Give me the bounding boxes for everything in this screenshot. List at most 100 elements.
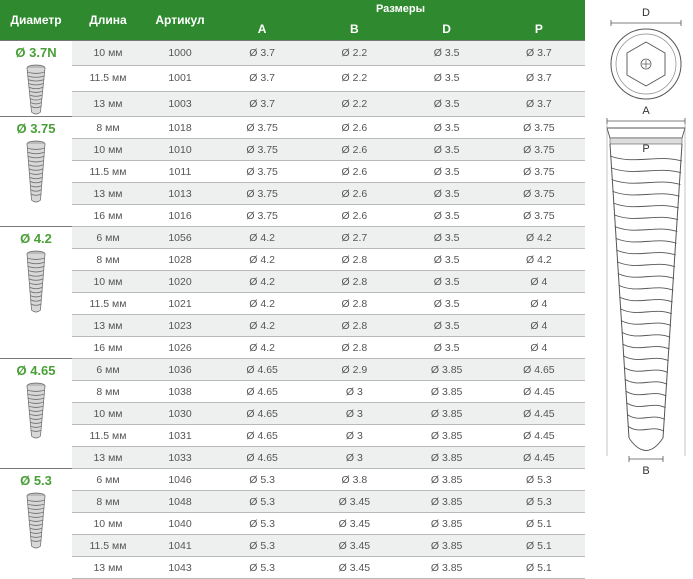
cell-article: 1033 (144, 447, 216, 469)
spec-table: Диаметр Длина Артикул Размеры A B D P Ø … (0, 0, 585, 579)
cell-A: Ø 3.75 (216, 117, 308, 139)
cell-article: 1031 (144, 425, 216, 447)
cell-B: Ø 3.45 (308, 491, 400, 513)
table-row: Ø 3.75 8 мм1018Ø 3.75Ø 2.6Ø 3.5Ø 3.75 (0, 117, 585, 139)
cell-P: Ø 4 (493, 293, 585, 315)
cell-D: Ø 3.5 (401, 205, 493, 227)
cell-article: 1003 (144, 91, 216, 116)
cell-length: 10 мм (72, 271, 144, 293)
table-row: 13 мм1023Ø 4.2Ø 2.8Ø 3.5Ø 4 (0, 315, 585, 337)
cell-B: Ø 3.45 (308, 557, 400, 579)
cell-P: Ø 3.7 (493, 41, 585, 66)
cell-A: Ø 3.7 (216, 66, 308, 91)
cell-D: Ø 3.5 (401, 183, 493, 205)
header-article: Артикул (144, 0, 216, 41)
table-row: 8 мм1038Ø 4.65Ø 3Ø 3.85Ø 4.45 (0, 381, 585, 403)
table-row: 13 мм1003Ø 3.7Ø 2.2Ø 3.5Ø 3.7 (0, 91, 585, 116)
table-row: 11.5 мм1031Ø 4.65Ø 3Ø 3.85Ø 4.45 (0, 425, 585, 447)
cell-P: Ø 3.75 (493, 117, 585, 139)
cell-P: Ø 4.2 (493, 227, 585, 249)
table-row: 16 мм1016Ø 3.75Ø 2.6Ø 3.5Ø 3.75 (0, 205, 585, 227)
cell-length: 8 мм (72, 117, 144, 139)
header-P: P (493, 18, 585, 41)
cell-P: Ø 3.75 (493, 161, 585, 183)
cell-A: Ø 3.7 (216, 91, 308, 116)
cell-B: Ø 3 (308, 403, 400, 425)
cell-P: Ø 4.65 (493, 359, 585, 381)
cell-B: Ø 2.7 (308, 227, 400, 249)
diameter-cell: Ø 5.3 (0, 469, 72, 579)
cell-D: Ø 3.5 (401, 293, 493, 315)
cell-B: Ø 2.6 (308, 161, 400, 183)
cell-article: 1023 (144, 315, 216, 337)
implant-icon (0, 64, 72, 116)
cell-B: Ø 2.6 (308, 205, 400, 227)
dimension-diagram: D A P (585, 0, 693, 579)
diagram-label-P: P (642, 143, 649, 155)
table-row: 10 мм1040Ø 5.3Ø 3.45Ø 3.85Ø 5.1 (0, 513, 585, 535)
table-row: 16 мм1026Ø 4.2Ø 2.8Ø 3.5Ø 4 (0, 337, 585, 359)
table-row: 10 мм1030Ø 4.65Ø 3Ø 3.85Ø 4.45 (0, 403, 585, 425)
cell-D: Ø 3.85 (401, 403, 493, 425)
cell-length: 11.5 мм (72, 293, 144, 315)
header-B: B (308, 18, 400, 41)
cell-length: 8 мм (72, 381, 144, 403)
cell-length: 13 мм (72, 557, 144, 579)
diameter-label: Ø 5.3 (0, 473, 72, 488)
table-row: Ø 5.3 6 мм1046Ø 5.3Ø 3.8Ø 3.85Ø 5.3 (0, 469, 585, 491)
cell-A: Ø 4.65 (216, 381, 308, 403)
cell-B: Ø 2.2 (308, 91, 400, 116)
diagram-label-A: A (642, 105, 650, 117)
cell-B: Ø 2.8 (308, 293, 400, 315)
cell-D: Ø 3.5 (401, 139, 493, 161)
table-row: Ø 4.2 6 мм1056Ø 4.2Ø 2.7Ø 3.5Ø 4.2 (0, 227, 585, 249)
cell-D: Ø 3.85 (401, 425, 493, 447)
table-row: 11.5 мм1001Ø 3.7Ø 2.2Ø 3.5Ø 3.7 (0, 66, 585, 91)
cell-length: 11.5 мм (72, 425, 144, 447)
cell-article: 1021 (144, 293, 216, 315)
cell-B: Ø 2.6 (308, 117, 400, 139)
diameter-cell: Ø 4.2 (0, 227, 72, 359)
cell-length: 10 мм (72, 403, 144, 425)
cell-length: 11.5 мм (72, 161, 144, 183)
cell-length: 11.5 мм (72, 535, 144, 557)
cell-D: Ø 3.85 (401, 557, 493, 579)
diameter-label: Ø 3.75 (0, 121, 72, 136)
cell-A: Ø 4.2 (216, 337, 308, 359)
implant-icon (0, 250, 72, 314)
cell-A: Ø 3.75 (216, 139, 308, 161)
cell-A: Ø 4.65 (216, 447, 308, 469)
cell-article: 1038 (144, 381, 216, 403)
cell-A: Ø 4.2 (216, 227, 308, 249)
cell-A: Ø 3.7 (216, 41, 308, 66)
implant-icon (0, 382, 72, 440)
table-row: 11.5 мм1011Ø 3.75Ø 2.6Ø 3.5Ø 3.75 (0, 161, 585, 183)
cell-B: Ø 2.9 (308, 359, 400, 381)
spec-table-container: Диаметр Длина Артикул Размеры A B D P Ø … (0, 0, 585, 579)
cell-length: 8 мм (72, 491, 144, 513)
implant-icon (0, 492, 72, 550)
cell-P: Ø 3.7 (493, 66, 585, 91)
cell-article: 1043 (144, 557, 216, 579)
cell-length: 16 мм (72, 337, 144, 359)
cell-D: Ø 3.5 (401, 227, 493, 249)
cell-A: Ø 3.75 (216, 205, 308, 227)
cell-P: Ø 3.7 (493, 91, 585, 116)
diameter-cell: Ø 3.75 (0, 117, 72, 227)
cell-article: 1011 (144, 161, 216, 183)
cell-article: 1000 (144, 41, 216, 66)
cell-B: Ø 2.8 (308, 271, 400, 293)
table-row: 11.5 мм1021Ø 4.2Ø 2.8Ø 3.5Ø 4 (0, 293, 585, 315)
diameter-cell: Ø 4.65 (0, 359, 72, 469)
cell-B: Ø 2.8 (308, 315, 400, 337)
table-row: 8 мм1048Ø 5.3Ø 3.45Ø 3.85Ø 5.3 (0, 491, 585, 513)
cell-article: 1028 (144, 249, 216, 271)
cell-A: Ø 5.3 (216, 535, 308, 557)
cell-A: Ø 5.3 (216, 469, 308, 491)
cell-A: Ø 4.65 (216, 403, 308, 425)
cell-article: 1041 (144, 535, 216, 557)
table-row: Ø 4.65 6 мм1036Ø 4.65Ø 2.9Ø 3.85Ø 4.65 (0, 359, 585, 381)
cell-B: Ø 2.8 (308, 337, 400, 359)
header-A: A (216, 18, 308, 41)
cell-length: 6 мм (72, 469, 144, 491)
